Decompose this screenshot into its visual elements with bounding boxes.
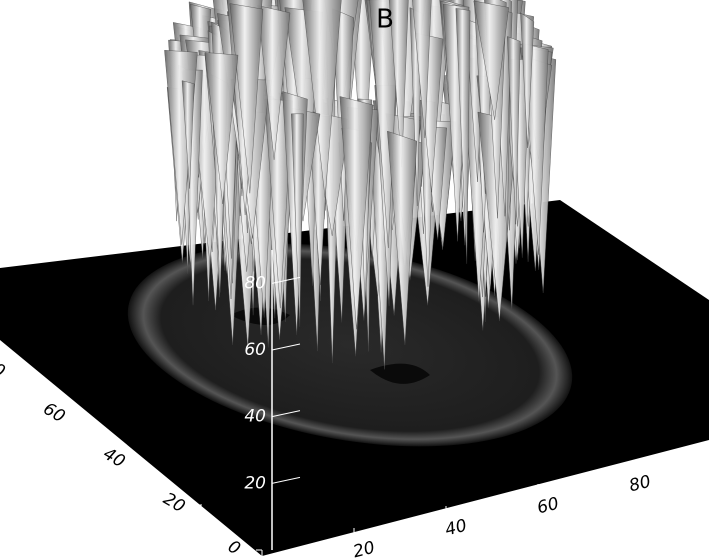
x-tick-label: 60 [535,494,561,519]
y-tick-label: 80 [0,354,8,382]
z-tick-label: 40 [244,407,266,427]
y-tick-label: 20 [160,489,189,517]
x-tick-label: 20 [351,538,377,560]
x-tick-label: 40 [443,516,469,541]
chart-title: B [376,5,394,35]
z-tick-label: 20 [244,473,266,493]
z-tick-label: 60 [244,340,266,360]
y-tick-label: 60 [40,399,69,427]
y-tick-label: 40 [100,444,129,472]
x-tick-label: 80 [627,472,653,497]
z-tick-label: 80 [244,273,266,293]
y-tick-label: 0 [224,537,243,560]
page: 02040608010002040608020406080 B (() => {… [0,0,709,560]
chart: 02040608010002040608020406080 B [0,0,709,560]
